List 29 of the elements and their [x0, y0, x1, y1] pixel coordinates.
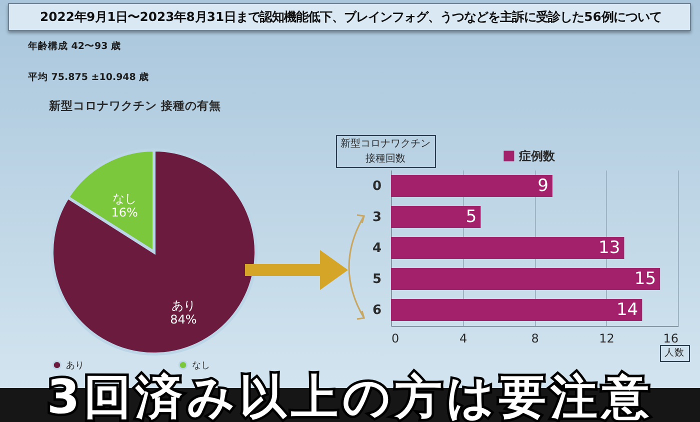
data-label: 14 — [616, 300, 638, 320]
legend-label: あり — [66, 361, 84, 372]
x-tick-label: 12 — [599, 332, 614, 346]
legend-label: なし — [192, 361, 210, 372]
text: 2022年9月1日〜2023年8月31日まで認知機能低下、ブレインフォグ、うつなどを主訴に受診した56例について — [40, 9, 662, 26]
data-label: 9 — [538, 176, 548, 196]
y-tick-label: 0 — [372, 178, 382, 194]
x-tick-label: 8 — [531, 332, 539, 346]
text: 年齢構成 42〜93 歳 — [28, 40, 122, 53]
y-tick-label: 3 — [372, 210, 382, 225]
x-tick-label: 0 — [392, 332, 400, 346]
text: 3回済み以上の方は要注意 — [47, 370, 654, 422]
y-tick-label: 5 — [372, 272, 382, 288]
legend-label: 症例数 — [518, 149, 556, 163]
pie-slice — [50, 148, 258, 356]
data-label: 15 — [634, 269, 656, 290]
slice-label: なし — [112, 191, 137, 206]
x-tick-label: 16 — [663, 332, 678, 346]
y-tick-label: 6 — [372, 303, 382, 318]
y-axis-title: 新型コロナワクチン接種回数 — [340, 138, 430, 164]
x-axis-title: 人数 — [664, 348, 684, 358]
data-label: 84% — [170, 312, 197, 327]
x-tick-label: 4 — [459, 332, 468, 346]
data-label: 16% — [111, 205, 138, 220]
slice-label: あり — [171, 298, 196, 313]
text: 平均 75.875 ±10.948 歳 — [28, 71, 150, 84]
y-tick-label: 4 — [372, 241, 382, 256]
data-label: 13 — [598, 238, 620, 258]
data-label: 5 — [466, 206, 477, 227]
